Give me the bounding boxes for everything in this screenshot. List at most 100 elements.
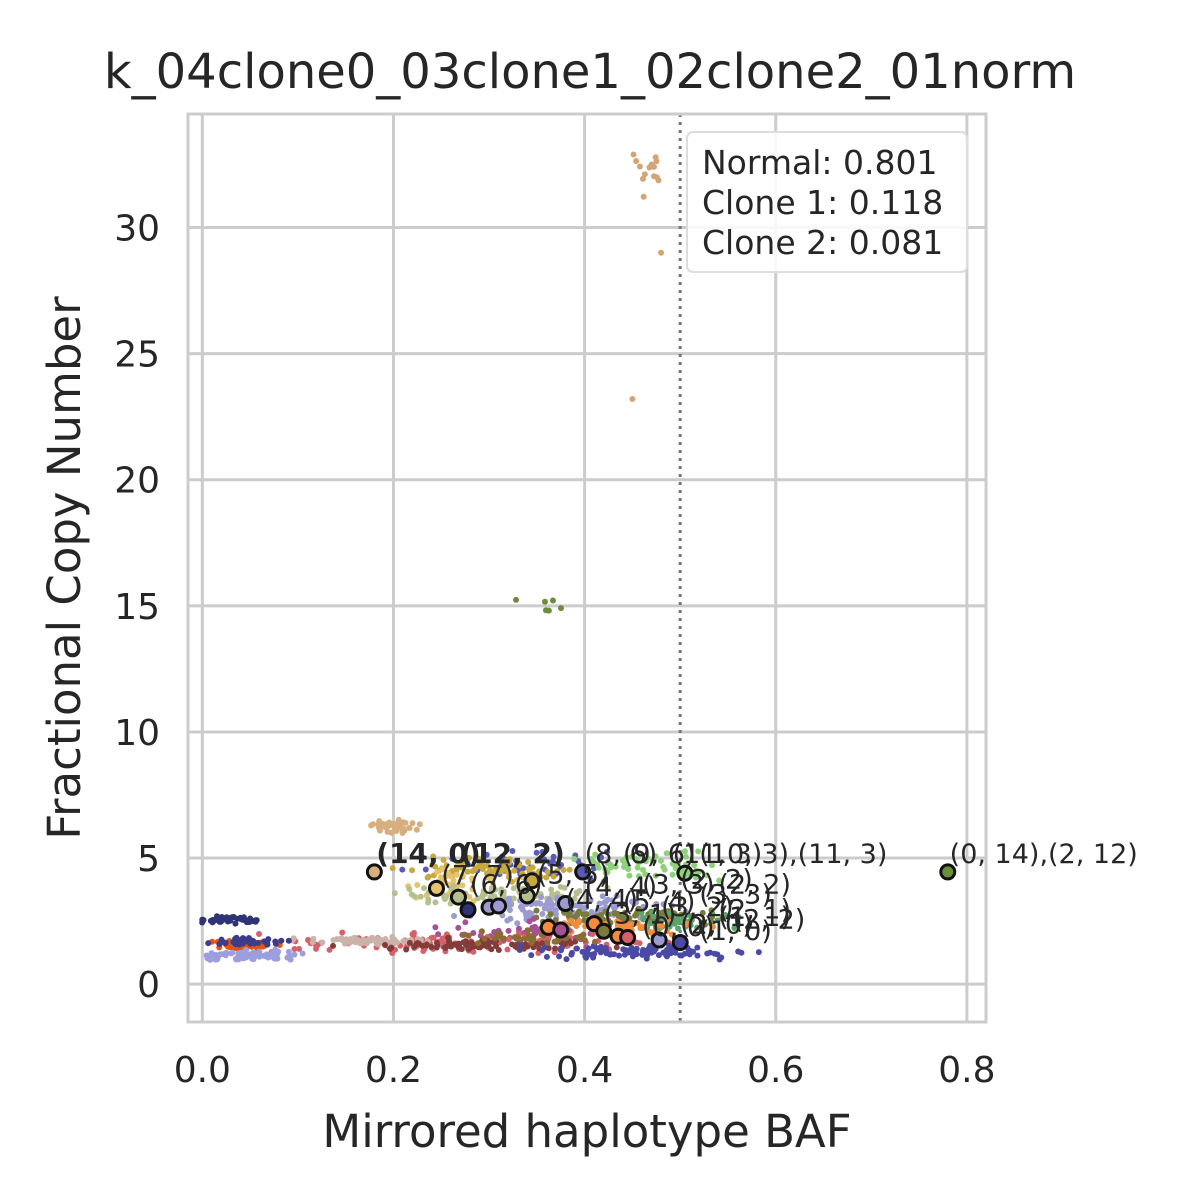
- data-point: [274, 955, 281, 962]
- centroid-marker: [595, 922, 613, 940]
- data-point: [216, 940, 223, 947]
- data-point: [393, 827, 400, 834]
- data-point: [409, 867, 416, 874]
- data-point: [480, 853, 487, 860]
- data-point: [613, 944, 620, 951]
- data-point: [604, 848, 611, 855]
- data-point: [526, 918, 533, 925]
- data-point: [517, 936, 524, 943]
- data-point: [561, 884, 568, 891]
- data-point: [615, 913, 622, 920]
- data-point: [556, 953, 563, 960]
- centroid-marker: [676, 864, 694, 882]
- data-point: [607, 919, 614, 926]
- data-point: [554, 868, 561, 875]
- data-point: [552, 945, 559, 952]
- data-point: [439, 866, 446, 873]
- data-point: [583, 904, 590, 911]
- data-point: [395, 816, 402, 823]
- data-point: [239, 916, 246, 923]
- data-point: [630, 151, 637, 158]
- data-point: [532, 900, 539, 907]
- data-point: [530, 936, 537, 943]
- data-point: [483, 943, 490, 950]
- data-point: [245, 918, 252, 925]
- data-point: [413, 826, 420, 833]
- data-point: [376, 827, 383, 834]
- data-point: [213, 913, 220, 920]
- data-point: [406, 939, 413, 946]
- data-point: [449, 855, 456, 862]
- data-point: [469, 877, 476, 884]
- data-point: [629, 396, 636, 403]
- data-point: [669, 860, 676, 867]
- data-point: [643, 955, 650, 962]
- cluster-label: (2, 2): [733, 905, 806, 936]
- data-point: [636, 163, 643, 170]
- data-point: [490, 868, 497, 875]
- data-point: [626, 872, 633, 879]
- data-point: [417, 893, 424, 900]
- data-point: [464, 868, 471, 875]
- data-point: [694, 952, 701, 959]
- data-point: [590, 859, 597, 866]
- data-point: [538, 857, 545, 864]
- x-axis-label: Mirrored haplotype BAF: [322, 1105, 851, 1158]
- data-point: [557, 605, 564, 612]
- grid-lines: [188, 114, 986, 1022]
- data-point: [326, 946, 333, 953]
- data-point: [622, 909, 629, 916]
- data-point: [600, 878, 607, 885]
- cluster-label: (8, 6): [585, 839, 658, 870]
- data-point: [384, 828, 391, 835]
- data-point: [588, 909, 595, 916]
- data-point: [582, 953, 589, 960]
- data-point: [237, 937, 244, 944]
- data-point: [583, 911, 590, 918]
- data-point: [291, 945, 298, 952]
- data-point: [550, 873, 557, 880]
- data-point: [264, 939, 271, 946]
- data-point: [602, 908, 609, 915]
- data-point: [549, 891, 556, 898]
- data-point: [505, 936, 512, 943]
- data-point: [680, 916, 687, 923]
- data-point: [508, 900, 515, 907]
- data-point: [548, 886, 555, 893]
- cluster-label: (2, 1): [718, 895, 791, 926]
- data-point: [517, 940, 524, 947]
- data-point: [432, 899, 439, 906]
- data-point: [450, 877, 457, 884]
- centroid-marker: [574, 863, 592, 881]
- data-point: [389, 865, 396, 872]
- data-point: [406, 886, 413, 893]
- cluster-label: (14, 0): [376, 837, 480, 870]
- data-point: [232, 920, 239, 927]
- data-point: [638, 909, 645, 916]
- data-point: [629, 898, 636, 905]
- data-point: [613, 893, 620, 900]
- data-point: [537, 900, 544, 907]
- data-point: [672, 949, 679, 956]
- data-point: [433, 944, 440, 951]
- data-point: [422, 942, 429, 949]
- data-point: [664, 916, 671, 923]
- data-point: [272, 946, 279, 953]
- data-point: [533, 907, 540, 914]
- data-point: [566, 866, 573, 873]
- data-point: [400, 938, 407, 945]
- data-point: [513, 596, 520, 603]
- data-point: [611, 910, 618, 917]
- data-point: [549, 597, 556, 604]
- data-point: [650, 173, 657, 180]
- data-point: [388, 944, 395, 951]
- data-point: [425, 899, 432, 906]
- data-point: [233, 915, 240, 922]
- data-point: [535, 868, 542, 875]
- data-point: [577, 933, 584, 940]
- data-point: [253, 917, 260, 924]
- data-point: [339, 929, 346, 936]
- data-point: [691, 862, 698, 869]
- data-point: [668, 931, 675, 938]
- data-point: [699, 909, 706, 916]
